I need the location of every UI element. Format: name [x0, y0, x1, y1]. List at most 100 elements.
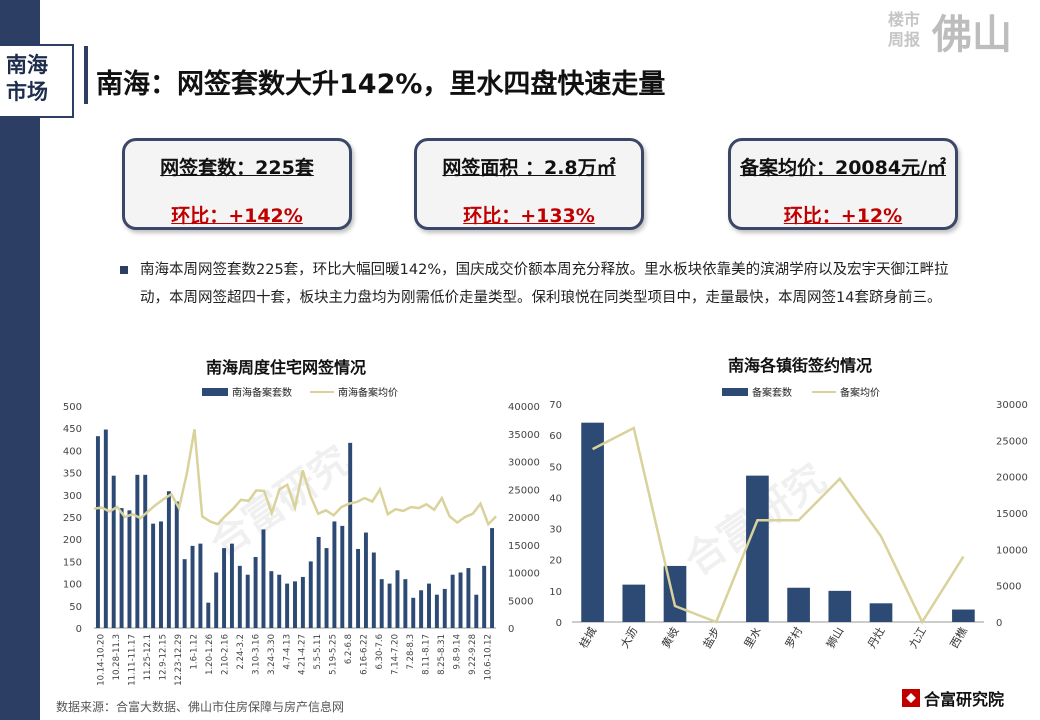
bar [269, 571, 274, 628]
bar [190, 545, 195, 628]
y-right-tick: 15000 [508, 541, 540, 552]
bar [214, 572, 219, 628]
town-signing-chart: 合富研究备案套数备案均价0102030405060700500010000150… [549, 386, 1028, 651]
logo-small-text: 楼市 周报 [888, 10, 921, 49]
page-title: 南海：网签套数大升142%，里水四盘快速走量 [96, 69, 666, 100]
y-right-tick: 5000 [996, 582, 1021, 593]
y-right-tick: 0 [508, 624, 514, 635]
bar [348, 442, 353, 628]
legend-line-label: 备案均价 [840, 386, 880, 399]
legend-bar-swatch [722, 388, 748, 396]
bar [787, 587, 810, 622]
bar [363, 532, 368, 628]
x-tick: 狮山 [824, 625, 846, 651]
x-tick: 1.20-1.26 [205, 634, 215, 675]
bar [490, 528, 495, 628]
kpi-metric: 备案均价：20084元/㎡ [739, 157, 947, 179]
y-left-tick: 40 [549, 493, 562, 504]
x-tick: 10.14-10.20 [97, 634, 107, 686]
y-right-tick: 10000 [508, 569, 540, 580]
y-right-tick: 40000 [508, 402, 540, 413]
brand-logo: 合富研究院 [902, 686, 1004, 710]
x-tick: 10.28-11.3 [112, 634, 122, 680]
y-right-tick: 0 [996, 618, 1002, 629]
x-tick: 12.9-12.15 [159, 634, 169, 680]
section-tag: 南海 市场 [0, 44, 74, 118]
bar [285, 583, 290, 628]
x-tick: 丹灶 [865, 625, 887, 651]
y-left-tick: 20 [549, 556, 562, 567]
bar [622, 584, 646, 622]
bar [229, 543, 234, 628]
y-left-tick: 100 [63, 580, 82, 591]
x-tick: 11.25-12.1 [143, 634, 153, 680]
x-tick: 11.11-11.17 [128, 634, 138, 686]
x-tick: 8.25-8.31 [437, 634, 447, 675]
chart2-title: 南海各镇街签约情况 [728, 356, 873, 375]
x-tick: 桂城 [576, 625, 599, 651]
x-tick: 里水 [742, 625, 764, 651]
bar [300, 576, 305, 628]
y-left-tick: 70 [549, 400, 562, 411]
y-left-tick: 400 [63, 446, 82, 457]
bar [482, 565, 487, 628]
bar [466, 568, 471, 628]
y-left-tick: 500 [63, 402, 82, 413]
x-tick: 1.6-1.12 [190, 634, 200, 670]
bar [746, 475, 769, 622]
y-left-tick: 50 [549, 462, 562, 473]
kpi-change: 环比：+142% [171, 205, 303, 227]
bar [293, 581, 297, 628]
data-source: 数据来源：合富大数据、佛山市住房保障与房产信息网 [56, 700, 345, 714]
x-tick: 5.5-5.11 [313, 634, 323, 670]
y-right-tick: 15000 [996, 509, 1028, 520]
kpi-change: 环比：+133% [463, 205, 595, 227]
bar [324, 548, 329, 628]
bar [403, 579, 408, 628]
brand-mark-icon [902, 689, 920, 707]
y-left-tick: 150 [63, 557, 82, 568]
x-tick: 5.19-5.25 [329, 634, 339, 675]
y-left-tick: 30 [549, 525, 562, 536]
bar [222, 548, 227, 628]
y-right-tick: 20000 [508, 513, 540, 524]
bar [316, 536, 321, 628]
bar [127, 510, 132, 628]
y-left-tick: 0 [556, 618, 562, 629]
x-tick: 7.28-8.3 [406, 634, 416, 670]
bar [387, 583, 392, 628]
x-tick: 4.7-4.13 [282, 634, 292, 670]
x-tick: 6.30-7.6 [375, 634, 385, 670]
bar [143, 474, 148, 628]
chart1-title: 南海周度住宅网签情况 [206, 358, 367, 377]
bar [427, 583, 431, 628]
bar [166, 491, 171, 628]
bar [119, 508, 124, 628]
kpi-card-units: 网签套数：225套 环比：+142% [122, 138, 352, 230]
y-right-tick: 5000 [508, 596, 533, 607]
bar [103, 429, 108, 628]
x-tick: 7.14-7.20 [391, 634, 401, 675]
bar [434, 594, 439, 628]
bar [371, 552, 376, 628]
bar [159, 521, 163, 628]
y-right-tick: 35000 [508, 430, 540, 441]
y-right-tick: 30000 [508, 458, 540, 469]
bar [182, 559, 187, 628]
x-tick: 罗村 [782, 625, 805, 651]
bar [379, 579, 384, 628]
bar [458, 572, 463, 628]
x-tick: 10.6-10.12 [483, 634, 493, 680]
x-tick: 盐步 [701, 625, 723, 651]
bar [411, 597, 416, 628]
bar [151, 523, 156, 628]
y-left-tick: 250 [63, 513, 82, 524]
bar [206, 602, 211, 628]
y-left-tick: 350 [63, 469, 82, 480]
x-tick: 大沥 [617, 625, 640, 651]
legend-bar-swatch [202, 388, 228, 396]
legend-bar-label: 备案套数 [752, 386, 792, 399]
y-left-tick: 300 [63, 491, 82, 502]
y-right-tick: 20000 [996, 473, 1028, 484]
logo-city: 佛山 [932, 12, 1012, 58]
